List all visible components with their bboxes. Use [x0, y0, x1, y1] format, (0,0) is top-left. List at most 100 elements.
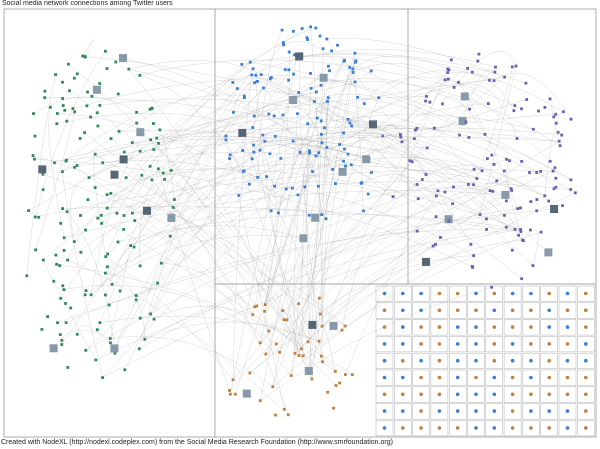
isolate-node: [437, 375, 442, 380]
network-node: [529, 228, 532, 232]
network-node: [300, 27, 304, 30]
network-edge: [232, 74, 252, 380]
isolate-node: [565, 358, 570, 363]
isolate-node: [547, 426, 551, 430]
network-node: [298, 151, 302, 154]
network-node: [138, 73, 142, 77]
network-node: [242, 169, 246, 173]
isolate-group-cell: [394, 403, 412, 420]
network-node: [529, 200, 533, 203]
network-edge: [274, 186, 474, 256]
isolate-group-cell: [558, 352, 577, 369]
network-node: [308, 149, 311, 153]
isolate-node: [419, 392, 423, 397]
network-edge: [341, 179, 423, 331]
network-node: [110, 282, 114, 286]
network-node: [248, 60, 252, 64]
network-node: [460, 92, 469, 101]
isolate-group-cell: [522, 302, 540, 319]
network-node: [557, 139, 561, 143]
network-node: [149, 138, 153, 142]
network-node: [61, 80, 64, 84]
network-edge: [116, 97, 245, 214]
network-node: [350, 373, 354, 377]
network-node: [105, 206, 109, 210]
network-node: [83, 131, 86, 135]
network-node: [96, 124, 100, 128]
isolate-node: [401, 342, 405, 346]
isolate-group-cell: [558, 336, 577, 353]
network-node: [72, 240, 76, 243]
network-edge: [80, 80, 490, 216]
network-node: [282, 43, 285, 47]
network-node: [119, 155, 128, 164]
network-edge: [102, 152, 506, 196]
network-edge: [139, 87, 264, 349]
isolate-group-cell: [394, 285, 412, 302]
network-node: [556, 130, 560, 134]
network-edge: [352, 68, 364, 211]
network-edge: [312, 146, 483, 172]
network-node: [468, 107, 471, 111]
network-node: [416, 197, 420, 201]
network-node: [478, 213, 482, 216]
network-node: [350, 124, 353, 128]
network-node: [84, 348, 88, 352]
isolate-node: [455, 375, 460, 380]
network-node: [116, 240, 120, 244]
network-node: [424, 99, 427, 103]
isolate-node: [474, 291, 478, 296]
network-node: [296, 193, 300, 197]
isolate-node: [419, 409, 423, 413]
network-node: [258, 399, 262, 403]
isolate-group-cell: [485, 403, 504, 420]
network-node: [256, 176, 260, 179]
network-node: [472, 167, 476, 171]
network-node: [274, 342, 278, 346]
network-edge: [33, 96, 161, 131]
network-node: [242, 389, 251, 398]
network-node: [108, 337, 112, 340]
isolate-node: [529, 308, 533, 313]
network-node: [228, 389, 231, 392]
isolate-group-cell: [448, 302, 467, 319]
network-node: [470, 265, 474, 268]
isolate-group-cell: [577, 285, 595, 302]
network-node: [362, 155, 371, 164]
network-node: [62, 236, 66, 240]
network-edge: [299, 54, 564, 112]
network-edge: [123, 181, 571, 216]
isolate-node: [510, 291, 515, 296]
network-node: [354, 59, 358, 63]
network-node: [231, 378, 235, 382]
network-edge: [107, 151, 254, 255]
isolate-group-cell: [412, 386, 430, 403]
isolate-node: [547, 325, 551, 329]
network-edge: [262, 114, 534, 136]
isolate-node: [419, 325, 423, 329]
isolate-group-cell: [577, 403, 595, 420]
network-edge: [105, 99, 527, 274]
network-node: [447, 219, 451, 223]
network-node: [273, 184, 276, 188]
network-node: [493, 70, 497, 74]
network-node: [52, 279, 56, 283]
network-edge: [55, 254, 289, 415]
network-node: [509, 187, 513, 190]
network-node: [41, 188, 45, 192]
network-edge: [352, 55, 448, 70]
network-node: [399, 133, 402, 136]
network-edge: [135, 194, 298, 301]
network-node: [477, 52, 481, 56]
network-node: [366, 192, 370, 196]
isolate-group-cell: [467, 369, 485, 386]
network-node: [301, 354, 305, 358]
isolate-group-cell: [448, 369, 467, 386]
network-node: [351, 71, 355, 74]
network-node: [279, 156, 283, 160]
network-edge: [66, 211, 116, 354]
network-edge: [299, 152, 521, 232]
network-node: [490, 153, 494, 157]
network-node: [338, 143, 341, 146]
network-node: [137, 347, 141, 351]
